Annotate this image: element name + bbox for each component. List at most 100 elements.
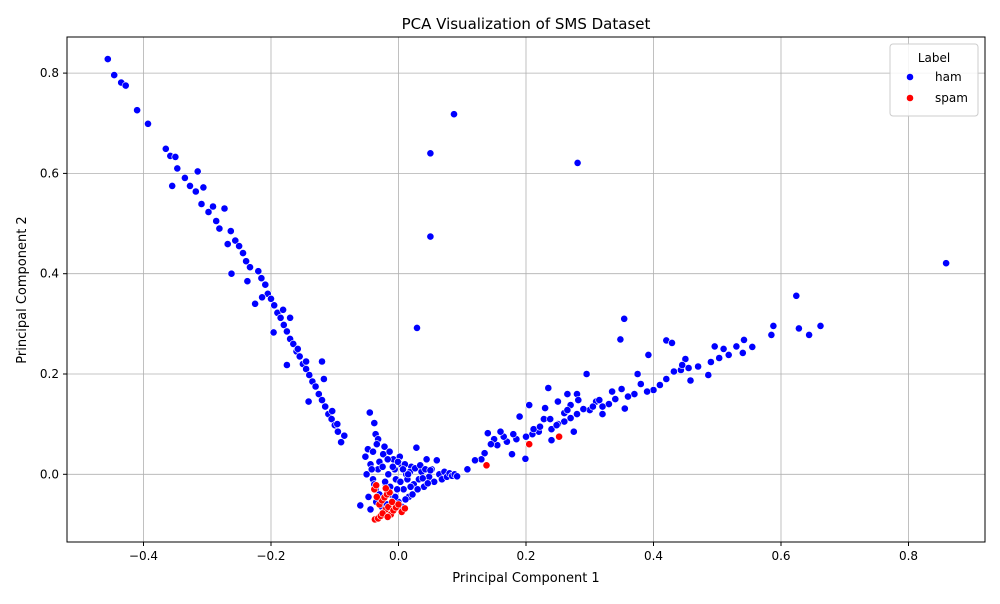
ham-point [413, 323, 421, 332]
ham-point [649, 386, 658, 394]
ham-point [668, 338, 676, 347]
ham-point [226, 227, 235, 235]
ham-point [748, 342, 757, 351]
ham-point [199, 183, 208, 192]
spam-point [381, 484, 390, 493]
ham-point [471, 456, 479, 465]
ham-point [286, 313, 294, 322]
ham-point [554, 397, 562, 406]
ham-point [413, 485, 422, 494]
legend-label-ham: ham [935, 70, 962, 84]
ham-point [710, 342, 719, 351]
ham-point [617, 385, 626, 393]
spam-point [400, 504, 409, 513]
ham-point [644, 350, 653, 359]
ham-point [193, 167, 202, 176]
ham-point [220, 204, 229, 213]
ham-point [563, 390, 572, 398]
ham-point [767, 330, 776, 339]
ham-point [480, 449, 489, 458]
ham-point [738, 348, 747, 357]
ham-point [384, 470, 393, 479]
ham-point [715, 354, 724, 362]
ham-point [295, 352, 304, 361]
ham-point [231, 236, 240, 245]
spam-point [372, 481, 381, 490]
ham-point [314, 390, 323, 398]
x-tick-label: 0.0 [389, 549, 408, 563]
ham-point [573, 410, 581, 418]
ham-point [486, 440, 495, 449]
ham-point [684, 364, 693, 372]
ham-point [257, 274, 266, 283]
ham-point [483, 429, 492, 438]
ham-point [430, 477, 439, 486]
y-tick-label: 0.2 [40, 367, 59, 381]
ham-point [536, 422, 544, 431]
ham-point [426, 232, 435, 241]
ham-point [805, 330, 813, 339]
ham-point [616, 335, 625, 344]
ham-point [393, 485, 402, 494]
ham-point [432, 456, 441, 465]
ham-point [521, 454, 530, 463]
ham-point [598, 410, 607, 418]
ham-point [144, 119, 152, 128]
y-tick-label: 0.4 [40, 267, 59, 281]
ham-point [740, 335, 748, 344]
spam-point [482, 461, 491, 470]
ham-point [426, 149, 435, 158]
ham-point [399, 465, 407, 474]
ham-point [496, 427, 505, 436]
ham-point [333, 427, 342, 436]
ham-point [133, 106, 141, 115]
ham-point [724, 350, 733, 359]
ham-point [450, 110, 458, 119]
ham-point [515, 412, 524, 421]
grid-lines [67, 37, 985, 542]
ham-point [633, 370, 642, 378]
legend-marker-ham [906, 73, 914, 81]
ham-point [279, 320, 288, 329]
legend-label-spam: spam [935, 91, 968, 105]
ham-point [258, 293, 266, 302]
x-axis-label: Principal Component 1 [452, 571, 599, 586]
ham-point [795, 324, 803, 333]
spam-point [394, 500, 403, 509]
ham-point [694, 362, 702, 371]
ham-point [589, 402, 597, 411]
ham-point [282, 361, 291, 369]
ham-point [319, 375, 328, 383]
ham-point [235, 242, 243, 250]
ham-point [304, 397, 313, 406]
x-tick-label: 0.4 [644, 549, 663, 563]
ham-point [574, 396, 583, 404]
scatter-points [103, 55, 950, 524]
x-tick-label: −0.4 [129, 549, 158, 563]
ham-point [423, 479, 432, 488]
ham-point [364, 492, 373, 501]
ham-point [333, 420, 342, 428]
ham-point [370, 419, 379, 427]
ham-point [223, 240, 232, 248]
ham-point [547, 436, 556, 445]
ham-point [161, 144, 170, 153]
spam-point [383, 513, 392, 521]
ham-point [191, 187, 200, 196]
ham-point [942, 259, 950, 268]
ham-point [369, 447, 377, 456]
y-tick-label: 0.0 [40, 467, 59, 481]
ham-point [769, 321, 778, 330]
ham-point [662, 375, 671, 383]
ham-point [121, 81, 130, 90]
ham-point [704, 371, 713, 379]
ham-point [624, 392, 632, 401]
ham-point [103, 55, 112, 63]
x-tick-label: −0.2 [256, 549, 285, 563]
ham-point [168, 181, 177, 190]
ham-point [212, 217, 221, 225]
ham-point [289, 339, 298, 348]
ham-point [251, 299, 259, 308]
